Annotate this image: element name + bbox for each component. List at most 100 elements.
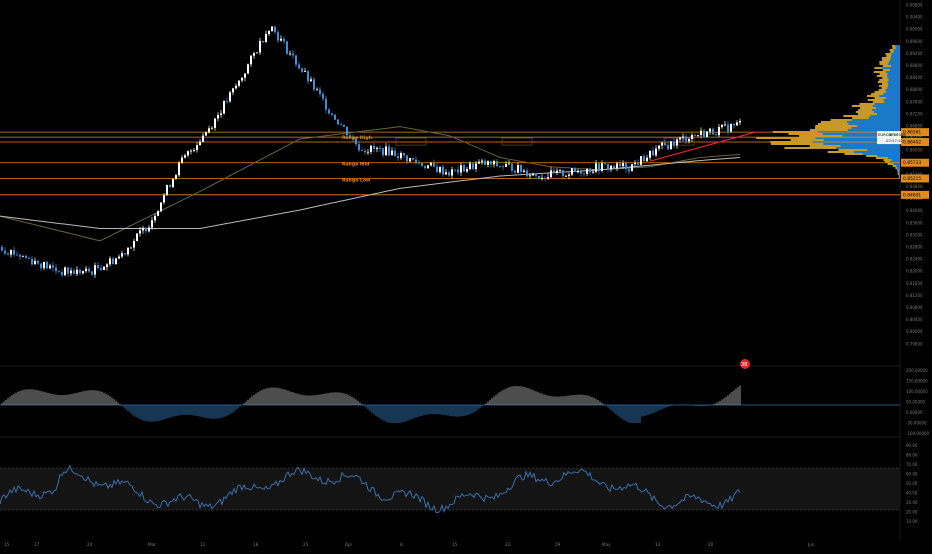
volume-profile-bar xyxy=(867,149,900,151)
candle-body xyxy=(154,215,156,221)
candle-body xyxy=(1,247,3,251)
range-box xyxy=(501,137,533,146)
candle-body xyxy=(310,79,312,82)
candle-body xyxy=(331,113,333,115)
candle-body xyxy=(523,170,525,172)
volume-profile-bar xyxy=(898,171,900,173)
price-tick-label: 0.83200 xyxy=(906,232,923,237)
candle-body xyxy=(394,150,396,157)
candle-body xyxy=(574,168,576,172)
price-tick-label: 0.88400 xyxy=(906,75,923,80)
candle-body xyxy=(547,177,549,179)
volume-profile-bar xyxy=(848,123,900,125)
candle-body xyxy=(691,135,693,139)
volume-profile-bar xyxy=(840,145,900,147)
candle-body xyxy=(724,124,726,126)
time-tick-label: Jun xyxy=(807,542,815,547)
candle-body xyxy=(637,162,639,165)
candle-body xyxy=(292,53,294,56)
candle-body xyxy=(562,170,564,177)
candle-body xyxy=(163,194,165,203)
candle-body xyxy=(148,227,150,232)
candle-body xyxy=(385,146,387,156)
candle-body xyxy=(97,265,99,269)
candle-body xyxy=(478,161,480,164)
candle-body xyxy=(193,149,195,151)
volume-profile-bar xyxy=(885,89,900,91)
candle-body xyxy=(379,147,381,149)
candle-body xyxy=(325,98,327,110)
candle-body xyxy=(322,93,324,99)
candle-body xyxy=(289,53,291,55)
candle-body xyxy=(316,89,318,91)
candle-body xyxy=(274,26,276,33)
candle-body xyxy=(46,261,48,269)
volume-profile-bar xyxy=(879,95,900,97)
candle-body xyxy=(253,53,255,56)
candle-body xyxy=(370,145,372,152)
candle-body xyxy=(268,30,270,35)
candle-body xyxy=(475,163,477,169)
volume-profile-bar xyxy=(885,71,900,73)
candle-body xyxy=(61,272,63,276)
range-labels: Range High Range Mid Range Low xyxy=(342,135,372,183)
candle-body xyxy=(58,271,60,273)
candle-body xyxy=(583,173,585,175)
candle-body xyxy=(76,269,78,274)
candle-body xyxy=(7,253,9,255)
candle-body xyxy=(727,124,729,132)
rsi-band xyxy=(0,468,900,510)
candle-body xyxy=(67,267,69,274)
candle-body xyxy=(220,113,222,115)
candle-body xyxy=(223,100,225,114)
candle-body xyxy=(145,227,147,232)
candle-body xyxy=(70,270,72,274)
candle-body xyxy=(118,256,120,259)
volume-profile-bar xyxy=(887,81,900,83)
candle-body xyxy=(592,171,594,173)
candle-body xyxy=(706,131,708,137)
candle-body xyxy=(673,141,675,146)
candle-body xyxy=(190,150,192,152)
candle-body xyxy=(184,155,186,158)
level-tag-label: 0.85733 xyxy=(903,160,921,166)
candle-body xyxy=(670,141,672,150)
macd-tick-label: 200.00000 xyxy=(906,368,928,373)
volume-profile xyxy=(756,45,900,179)
volume-profile-bar xyxy=(891,65,900,67)
volume-profile-bar xyxy=(886,97,900,99)
candle-body xyxy=(412,157,414,160)
volume-profile-bar xyxy=(876,107,900,109)
candle-body xyxy=(82,271,84,274)
rsi-tick-label: 10.00 xyxy=(906,519,918,524)
volume-profile-bar xyxy=(887,87,900,89)
candle-body xyxy=(130,247,132,249)
volume-profile-bar xyxy=(883,93,900,95)
candle-body xyxy=(535,173,537,176)
level-tag-label: 0.86402 xyxy=(903,140,921,146)
candle-body xyxy=(424,166,426,169)
candle-body xyxy=(151,220,153,228)
price-tick-label: 0.86000 xyxy=(906,148,923,153)
candle-body xyxy=(334,114,336,120)
candle-body xyxy=(520,165,522,172)
candle-body xyxy=(409,157,411,162)
volume-profile-bar xyxy=(888,85,900,87)
macd-tick-label: -50.00000 xyxy=(906,421,927,426)
candle-body xyxy=(241,77,243,81)
candle-body xyxy=(676,139,678,146)
candle-body xyxy=(607,164,609,170)
candle-body xyxy=(538,175,540,180)
candle-body xyxy=(280,38,282,41)
symbol-tag-countdown: 03:57:42 xyxy=(886,138,904,143)
volume-profile-bar xyxy=(822,133,900,135)
candle-body xyxy=(556,170,558,173)
candle-body xyxy=(388,146,390,156)
macd-tick-label: 100.00000 xyxy=(906,389,928,394)
price-tick-label: 0.80800 xyxy=(906,305,923,310)
rsi-tick-label: 90.00 xyxy=(906,443,918,448)
candle-body xyxy=(541,177,543,180)
volume-profile-bar xyxy=(887,63,900,65)
